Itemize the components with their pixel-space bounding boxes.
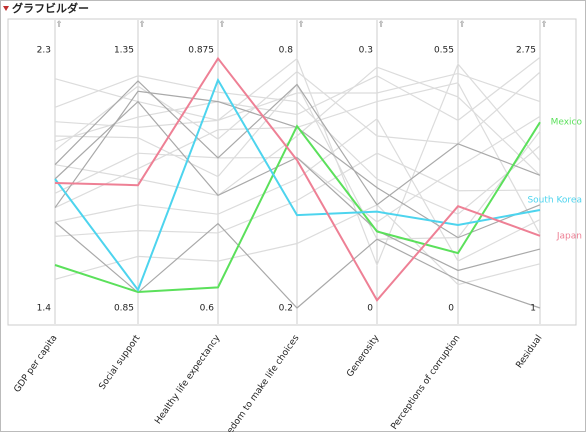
axis-arrow: ⇧ <box>219 20 226 29</box>
axis-arrow: ⇧ <box>56 20 63 29</box>
axis-arrow: ⇧ <box>139 20 146 29</box>
series-label: Mexico <box>551 118 583 128</box>
background-line <box>54 72 541 129</box>
highlight-line <box>54 121 541 294</box>
background-line <box>54 204 541 286</box>
background-line <box>54 152 541 237</box>
axis-arrow: ⇧ <box>459 20 466 29</box>
background-line <box>54 117 541 262</box>
highlight-line <box>54 56 541 302</box>
axis-max-label: 0.8 <box>279 46 294 56</box>
axis-max-label: 0.875 <box>188 46 214 56</box>
axis-max-label: 1.35 <box>114 46 134 56</box>
axis-max-label: 0.3 <box>359 46 373 56</box>
axis-min-label: 1.4 <box>37 304 52 314</box>
axis-min-label: 0.85 <box>114 304 134 314</box>
chart-title: グラフビルダー <box>12 1 89 15</box>
background-line <box>54 66 541 197</box>
axis-min-label: 0.2 <box>279 304 293 314</box>
background-line <box>54 100 541 272</box>
series-label: South Korea <box>527 195 582 205</box>
axis-min-label: 0 <box>448 304 454 314</box>
background-line <box>54 56 541 143</box>
axis-max-label: 2.3 <box>37 46 51 56</box>
axis-arrow: ⇧ <box>378 20 385 29</box>
axis-max-label: 2.75 <box>516 46 536 56</box>
background-line <box>54 75 541 215</box>
axis-min-label: 0.6 <box>200 304 215 314</box>
axis-max-label: 0.55 <box>434 46 454 56</box>
plot-frame <box>7 18 577 326</box>
axis-arrow: ⇧ <box>541 20 548 29</box>
axis-min-label: 1 <box>530 304 536 314</box>
axis-arrow: ⇧ <box>298 20 305 29</box>
series-label: Japan <box>556 231 582 241</box>
background-line <box>54 80 541 206</box>
highlight-line <box>54 77 541 292</box>
hotspot[interactable] <box>3 6 9 11</box>
axis-min-label: 0 <box>367 304 373 314</box>
